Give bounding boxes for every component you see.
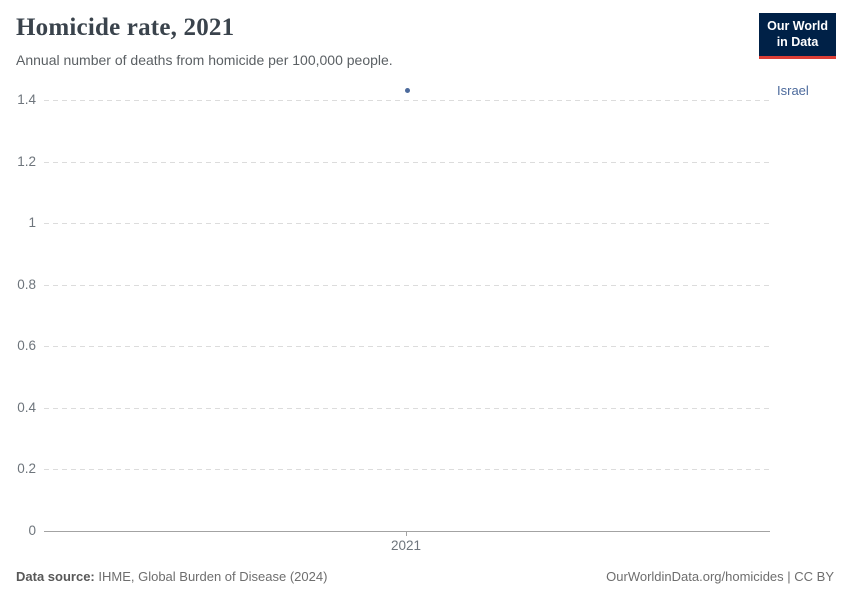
chart-title: Homicide rate, 2021 — [16, 14, 235, 41]
entity-label-israel[interactable]: Israel — [777, 82, 809, 98]
gridline — [44, 285, 770, 286]
owid-logo-line2: in Data — [776, 35, 819, 50]
gridline — [44, 346, 770, 347]
y-tick-label: 0.6 — [17, 338, 36, 353]
x-axis-tick-label: 2021 — [390, 538, 422, 553]
data-source: Data source: IHME, Global Burden of Dise… — [16, 569, 327, 584]
y-tick-label: 1.4 — [17, 92, 36, 107]
x-axis-tick — [406, 531, 407, 536]
data-source-label: Data source: — [16, 569, 95, 584]
plot-area — [44, 88, 770, 532]
gridline — [44, 162, 770, 163]
gridline — [44, 100, 770, 101]
gridline — [44, 469, 770, 470]
data-source-value[interactable]: IHME, Global Burden of Disease (2024) — [94, 569, 328, 584]
y-tick-label: 1 — [28, 215, 36, 230]
chart-subtitle: Annual number of deaths from homicide pe… — [16, 52, 393, 68]
y-tick-label: 0.4 — [17, 400, 36, 415]
y-tick-label: 0.8 — [17, 277, 36, 292]
data-point[interactable] — [404, 88, 410, 94]
y-tick-label: 0 — [28, 523, 36, 538]
y-tick-label: 0.2 — [17, 461, 36, 476]
owid-logo-line1: Our World — [767, 19, 828, 33]
chart-footer: Data source: IHME, Global Burden of Dise… — [16, 569, 834, 584]
license-link[interactable]: OurWorldinData.org/homicides | CC BY — [606, 569, 834, 584]
gridline — [44, 408, 770, 409]
y-tick-label: 1.2 — [17, 154, 36, 169]
x-axis-line — [44, 531, 770, 532]
gridline — [44, 223, 770, 224]
owid-logo[interactable]: Our World in Data — [759, 13, 836, 59]
